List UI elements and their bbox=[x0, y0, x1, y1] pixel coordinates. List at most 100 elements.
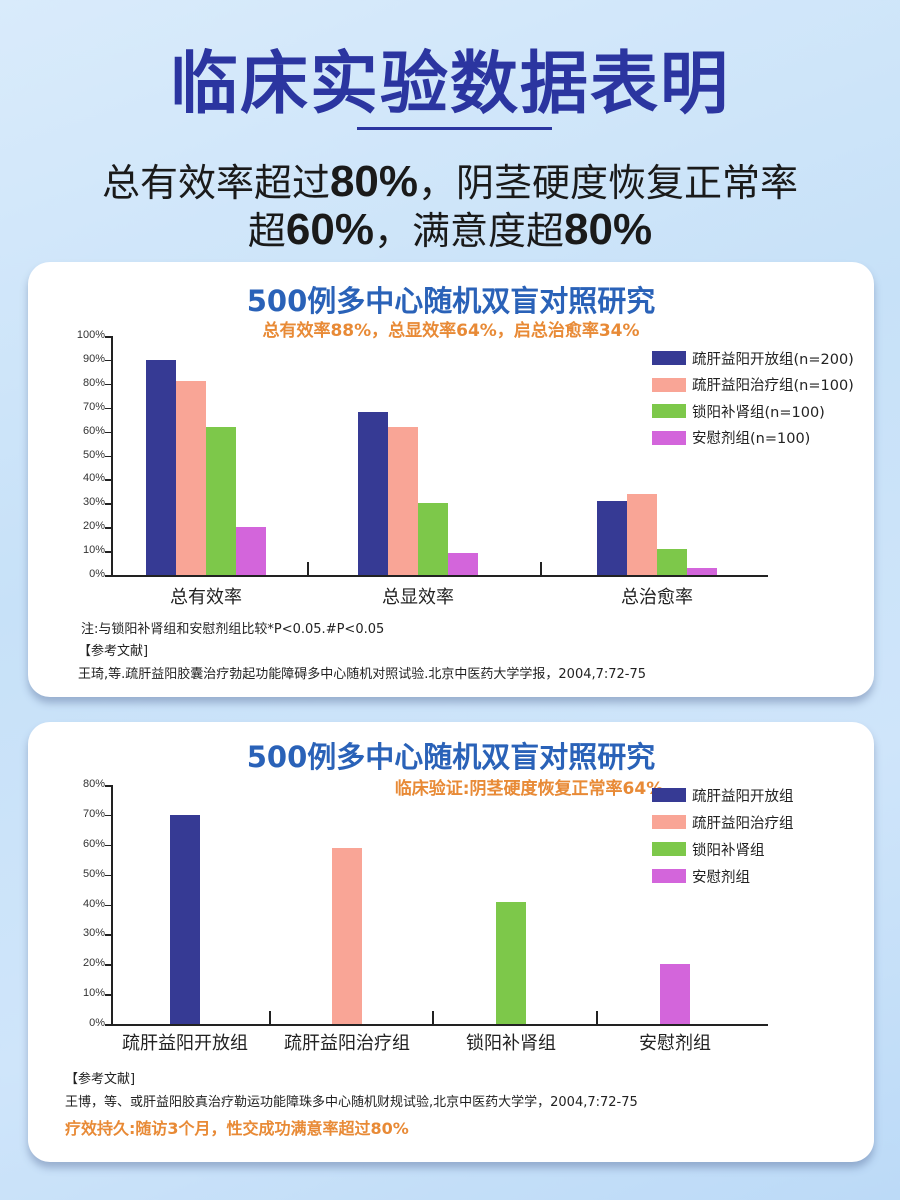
y-tick-label: 30% bbox=[82, 927, 105, 940]
reference-heading: 【参考文献] bbox=[65, 1072, 136, 1087]
legend-label: 锁阳补肾组(n=100) bbox=[692, 404, 825, 421]
grouped-bar-chart: 0% 10% 20% 30% 40% 50% 60% 70% 80% 90% 100% 总有效率 总显效… bbox=[28, 262, 874, 702]
legend-label: 安慰剂组 bbox=[692, 869, 750, 886]
bar bbox=[170, 814, 200, 1024]
card-subtitle: 总有效率88%，总显效率64%，启总治愈率34% bbox=[262, 321, 640, 341]
legend-swatch bbox=[652, 869, 686, 883]
bar bbox=[657, 548, 687, 575]
legend-item: 安慰剂组(n=100) bbox=[652, 430, 811, 447]
category-separator bbox=[269, 1011, 271, 1025]
y-tick-label: 10% bbox=[82, 544, 105, 557]
y-tick bbox=[105, 785, 111, 787]
x-axis bbox=[111, 575, 768, 577]
y-tick bbox=[105, 814, 111, 817]
y-tick-label: 100% bbox=[76, 329, 105, 341]
y-tick bbox=[105, 336, 111, 338]
x-category-label: 总治愈率 bbox=[621, 587, 693, 608]
bar-chart: 0% 10% 20% 30% 40% 50% 60% 70% 80% 疏肝益阳开放组 疏肝益阳治疗组… bbox=[28, 722, 874, 1162]
y-tick-label: 40% bbox=[82, 897, 105, 910]
y-tick-label: 80% bbox=[82, 778, 105, 790]
y-tick bbox=[105, 844, 111, 847]
legend-item: 锁阳补肾组(n=100) bbox=[652, 403, 825, 421]
y-tick bbox=[105, 527, 111, 529]
headline-line-1: 总有效率超过80%，阴茎硬度恢复正常率 bbox=[0, 152, 900, 207]
x-category-label: 锁阳补肾组 bbox=[466, 1033, 556, 1054]
bar bbox=[176, 381, 206, 575]
legend-label: 疏肝益阳治疗组(n=100) bbox=[692, 378, 854, 394]
card-subtitle: 临床验证:阴茎硬度恢复正常率64% bbox=[394, 779, 664, 799]
category-separator bbox=[596, 1011, 598, 1025]
legend-label: 疏肝益阳治疗组 bbox=[692, 815, 794, 832]
y-tick bbox=[105, 407, 111, 410]
legend-item: 疏肝益阳治疗组(n=100) bbox=[652, 377, 854, 394]
y-tick bbox=[105, 994, 111, 996]
y-tick bbox=[105, 874, 111, 877]
y-tick bbox=[105, 479, 111, 481]
legend-item: 安慰剂组 bbox=[652, 868, 750, 886]
legend-swatch bbox=[652, 842, 686, 856]
y-tick bbox=[105, 575, 111, 577]
y-axis bbox=[111, 336, 113, 577]
headline-number: 80% bbox=[329, 157, 419, 206]
legend-item: 疏肝益阳治疗组 bbox=[652, 814, 794, 832]
y-tick-label: 50% bbox=[82, 448, 105, 461]
bar bbox=[236, 527, 266, 575]
headline-line-2: 超60%，满意度超80% bbox=[0, 200, 900, 255]
bar bbox=[448, 553, 478, 575]
category-separator bbox=[432, 1011, 434, 1025]
legend-swatch bbox=[652, 377, 686, 392]
bar bbox=[388, 426, 418, 575]
y-tick-label: 70% bbox=[82, 400, 105, 413]
y-tick-label: 60% bbox=[82, 424, 105, 437]
bar bbox=[496, 901, 526, 1024]
y-tick bbox=[105, 551, 111, 553]
y-tick bbox=[105, 359, 111, 362]
y-tick-label: 50% bbox=[82, 867, 105, 880]
bar bbox=[146, 359, 176, 575]
headline-text: ，阴茎硬度恢复正常率 bbox=[418, 161, 799, 205]
y-tick bbox=[105, 904, 111, 906]
reference-heading: 【参考文献] bbox=[78, 644, 149, 659]
y-tick-label: 0% bbox=[89, 1017, 105, 1029]
y-tick bbox=[105, 503, 111, 505]
bar bbox=[358, 412, 388, 575]
legend-label: 疏肝益阳开放组 bbox=[692, 788, 794, 805]
y-axis bbox=[111, 785, 113, 1026]
y-tick-label: 40% bbox=[82, 472, 105, 485]
x-category-label: 疏肝益阳开放组 bbox=[122, 1033, 248, 1054]
legend-label: 疏肝益阳开放组(n=200) bbox=[692, 351, 854, 368]
y-tick-label: 90% bbox=[82, 352, 105, 365]
y-tick-label: 0% bbox=[89, 568, 105, 580]
y-tick-label: 20% bbox=[82, 520, 105, 533]
legend-item: 疏肝益阳开放组(n=200) bbox=[652, 350, 854, 368]
durability-note: 疗效持久:随访3个月，性交成功满意率超过80% bbox=[65, 1119, 409, 1138]
x-category-label: 总显效率 bbox=[382, 587, 454, 608]
legend-swatch bbox=[652, 404, 686, 418]
legend-swatch bbox=[652, 430, 686, 445]
bar bbox=[627, 493, 657, 575]
x-axis bbox=[111, 1024, 768, 1026]
x-category-label: 安慰剂组 bbox=[639, 1033, 711, 1054]
bar bbox=[206, 426, 236, 575]
legend-item: 锁阳补肾组 bbox=[652, 841, 765, 859]
reference-text: 王琦,等.疏肝益阳胶囊治疗勃起功能障碍多中心随机对照试验.北京中医药大学学报，2… bbox=[78, 667, 647, 682]
bar bbox=[332, 847, 362, 1024]
y-tick-label: 10% bbox=[82, 987, 105, 1000]
page-title: 临床实验数据表明 bbox=[169, 45, 730, 124]
y-tick-label: 70% bbox=[82, 807, 105, 820]
y-tick-label: 30% bbox=[82, 496, 105, 509]
bar bbox=[660, 964, 690, 1024]
legend-label: 安慰剂组(n=100) bbox=[692, 431, 811, 447]
category-separator bbox=[540, 562, 542, 576]
headline-number: 80% bbox=[564, 205, 653, 254]
y-tick bbox=[105, 934, 111, 936]
legend-swatch bbox=[652, 815, 686, 829]
x-category-label: 总有效率 bbox=[170, 587, 242, 608]
study-card-1: 500例多中心随机双盲对照研究 总有效率88%，总显效率64%，启总治愈率34%… bbox=[28, 262, 874, 697]
bar bbox=[418, 503, 448, 575]
x-category-label: 疏肝益阳治疗组 bbox=[284, 1033, 410, 1054]
legend-swatch bbox=[652, 788, 686, 802]
y-tick bbox=[105, 455, 111, 457]
bar bbox=[597, 500, 627, 575]
title-divider bbox=[357, 127, 552, 130]
